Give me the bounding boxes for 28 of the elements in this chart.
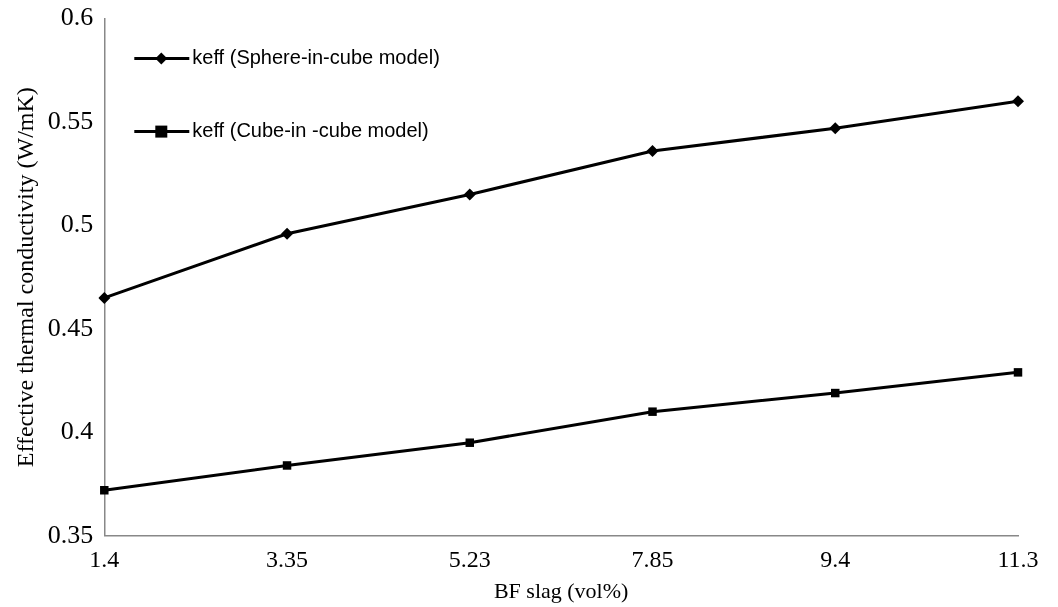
legend-label: keff (Sphere-in-cube model) bbox=[192, 46, 440, 69]
x-tick-label: 1.4 bbox=[89, 546, 120, 573]
point bbox=[100, 486, 109, 495]
x-tick-label: 5.23 bbox=[448, 546, 491, 573]
point bbox=[281, 227, 294, 240]
point bbox=[648, 407, 657, 416]
point bbox=[282, 461, 292, 470]
x-tick-label: 7.85 bbox=[631, 546, 674, 573]
y-tick-label: 0.5 bbox=[60, 209, 94, 239]
point bbox=[829, 122, 842, 135]
y-axis-title: Effective thermal conductivity (W/mK) bbox=[11, 87, 38, 468]
point bbox=[465, 438, 475, 447]
point bbox=[98, 291, 111, 304]
x-tick-label: 3.35 bbox=[266, 546, 309, 573]
x-tick-label: 11.3 bbox=[997, 546, 1039, 573]
y-tick-label: 0.6 bbox=[60, 2, 94, 32]
y-tick-label: 0.45 bbox=[47, 312, 94, 342]
y-tick-label: 0.4 bbox=[60, 416, 94, 446]
point bbox=[646, 145, 659, 157]
legend-label: keff (Cube-in -cube model) bbox=[192, 119, 429, 142]
y-tick-label: 0.55 bbox=[47, 105, 94, 135]
x-tick-label: 9.4 bbox=[820, 546, 851, 573]
x-axis-title: BF slag (vol%) bbox=[493, 577, 629, 603]
point bbox=[1013, 368, 1023, 377]
point bbox=[1012, 95, 1024, 108]
point bbox=[831, 388, 840, 398]
y-tick-label: 0.35 bbox=[47, 519, 94, 549]
point bbox=[463, 188, 476, 201]
